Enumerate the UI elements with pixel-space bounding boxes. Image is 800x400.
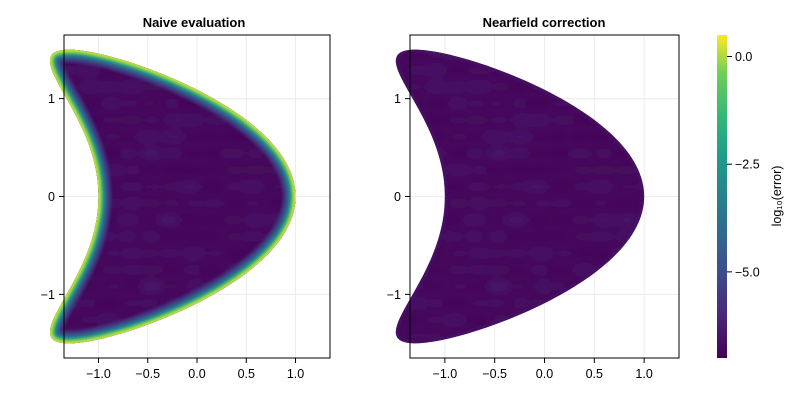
boundary-error-band — [395, 49, 645, 344]
x-tick-label: 0.0 — [536, 367, 553, 381]
x-tick-label: 0.5 — [238, 367, 255, 381]
boundary-error-band — [49, 49, 296, 344]
y-axis-ticks: −1 0 1 — [387, 92, 410, 302]
y-tick-label: 0 — [48, 190, 55, 204]
x-tick-label: 0.5 — [586, 367, 603, 381]
colorbar: 0.0 −2.5 −5.0 log₁₀(error) — [717, 35, 784, 358]
x-tick-label: 1.0 — [635, 367, 652, 381]
y-tick-label: −1 — [41, 288, 55, 302]
y-tick-label: 1 — [394, 92, 401, 106]
colorbar-ticks: 0.0 −2.5 −5.0 — [727, 50, 760, 279]
x-tick-label: −1.0 — [433, 367, 458, 381]
x-tick-label: 0.0 — [188, 367, 205, 381]
heatmap-region — [49, 49, 296, 344]
x-tick-label: −0.5 — [135, 367, 160, 381]
y-axis-ticks: −1 0 1 — [41, 92, 64, 302]
x-axis-ticks: −1.0 −0.5 0.0 0.5 1.0 — [433, 358, 653, 381]
chart-title: Naive evaluation — [143, 15, 246, 30]
chart-title: Nearfield correction — [483, 15, 606, 30]
x-tick-label: −0.5 — [482, 367, 507, 381]
x-axis-ticks: −1.0 −0.5 0.0 0.5 1.0 — [86, 358, 304, 381]
y-tick-label: 1 — [48, 92, 55, 106]
colorbar-label: log₁₀(error) — [770, 166, 784, 227]
colorbar-tick-label: −2.5 — [735, 158, 760, 172]
y-tick-label: 0 — [394, 190, 401, 204]
panel-naive-evaluation: Naive evaluation −1.0 −0.5 0.0 0.5 1.0 −1 0 1 — [41, 15, 331, 381]
heatmap-region — [395, 49, 645, 344]
y-tick-label: −1 — [387, 288, 401, 302]
x-tick-label: 1.0 — [287, 367, 304, 381]
panel-nearfield-correction: Nearfield correction −1.0 −0.5 0.0 0.5 1.0 −… — [387, 15, 680, 381]
colorbar-gradient — [717, 35, 727, 358]
x-tick-label: −1.0 — [86, 367, 111, 381]
colorbar-tick-label: 0.0 — [735, 50, 752, 64]
colorbar-tick-label: −5.0 — [735, 265, 760, 279]
